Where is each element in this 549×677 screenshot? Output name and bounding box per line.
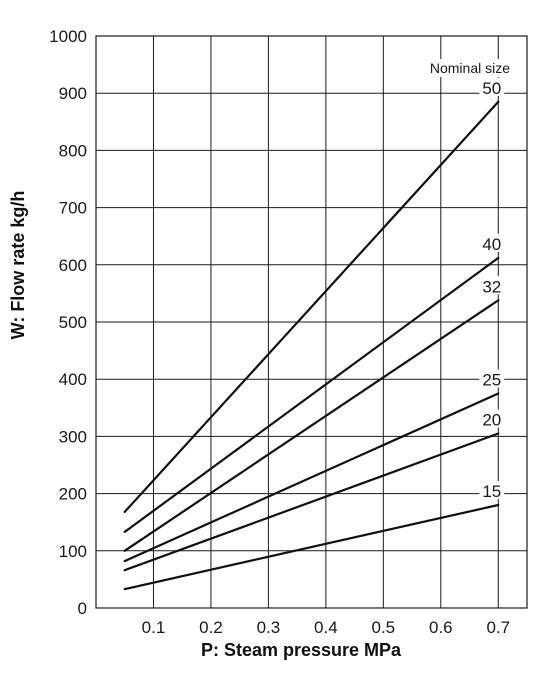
y-tick-label: 300 — [59, 427, 87, 446]
series-label-bg — [479, 233, 505, 252]
series-label-15: 15 — [482, 482, 501, 501]
y-tick-label: 400 — [59, 370, 87, 389]
grid — [95, 35, 528, 609]
y-tick-label: 1000 — [49, 27, 87, 46]
series-label-20: 20 — [482, 411, 501, 430]
series-label-25: 25 — [482, 371, 501, 390]
legend-title: Nominal size — [430, 60, 510, 76]
series-line-20 — [123, 432, 500, 572]
series-label-bg — [479, 409, 505, 428]
y-tick-label: 0 — [78, 599, 87, 618]
series-line-25 — [123, 392, 500, 563]
series-label-bg — [479, 77, 505, 96]
series-labels: 50 40 32 25 20 15 — [479, 77, 505, 501]
y-tick-label: 700 — [59, 199, 87, 218]
x-axis-title: P: Steam pressure MPa — [201, 640, 402, 660]
series-label-bg — [479, 369, 505, 388]
y-tick-label: 800 — [59, 141, 87, 160]
x-tick-label: 0.4 — [314, 618, 338, 637]
y-tick-label: 500 — [59, 313, 87, 332]
series-lines — [123, 100, 500, 591]
y-axis-title: W: Flow rate kg/h — [8, 191, 28, 340]
series-line-15 — [123, 503, 500, 591]
series-label-32: 32 — [482, 277, 501, 296]
x-tick-label: 0.3 — [257, 618, 281, 637]
series-label-50: 50 — [482, 79, 501, 98]
series-line-50 — [123, 100, 500, 513]
series-line-40 — [123, 256, 500, 534]
x-tick-label: 0.2 — [199, 618, 223, 637]
series-label-40: 40 — [482, 235, 501, 254]
x-tick-label: 0.7 — [486, 618, 510, 637]
series-label-bg — [479, 481, 505, 500]
y-tick-label: 100 — [59, 542, 87, 561]
y-tick-label: 900 — [59, 84, 87, 103]
series-line-32 — [123, 299, 500, 552]
legend-title-bg — [426, 59, 514, 77]
x-tick-label: 0.1 — [142, 618, 166, 637]
tick-labels: 0 100 200 300 400 500 600 700 800 900 1000 0.1 0.2 0.… — [49, 27, 510, 637]
y-tick-label: 600 — [59, 256, 87, 275]
x-tick-label: 0.6 — [429, 618, 453, 637]
series-label-bg — [479, 276, 505, 295]
x-tick-label: 0.5 — [372, 618, 396, 637]
y-tick-label: 200 — [59, 485, 87, 504]
